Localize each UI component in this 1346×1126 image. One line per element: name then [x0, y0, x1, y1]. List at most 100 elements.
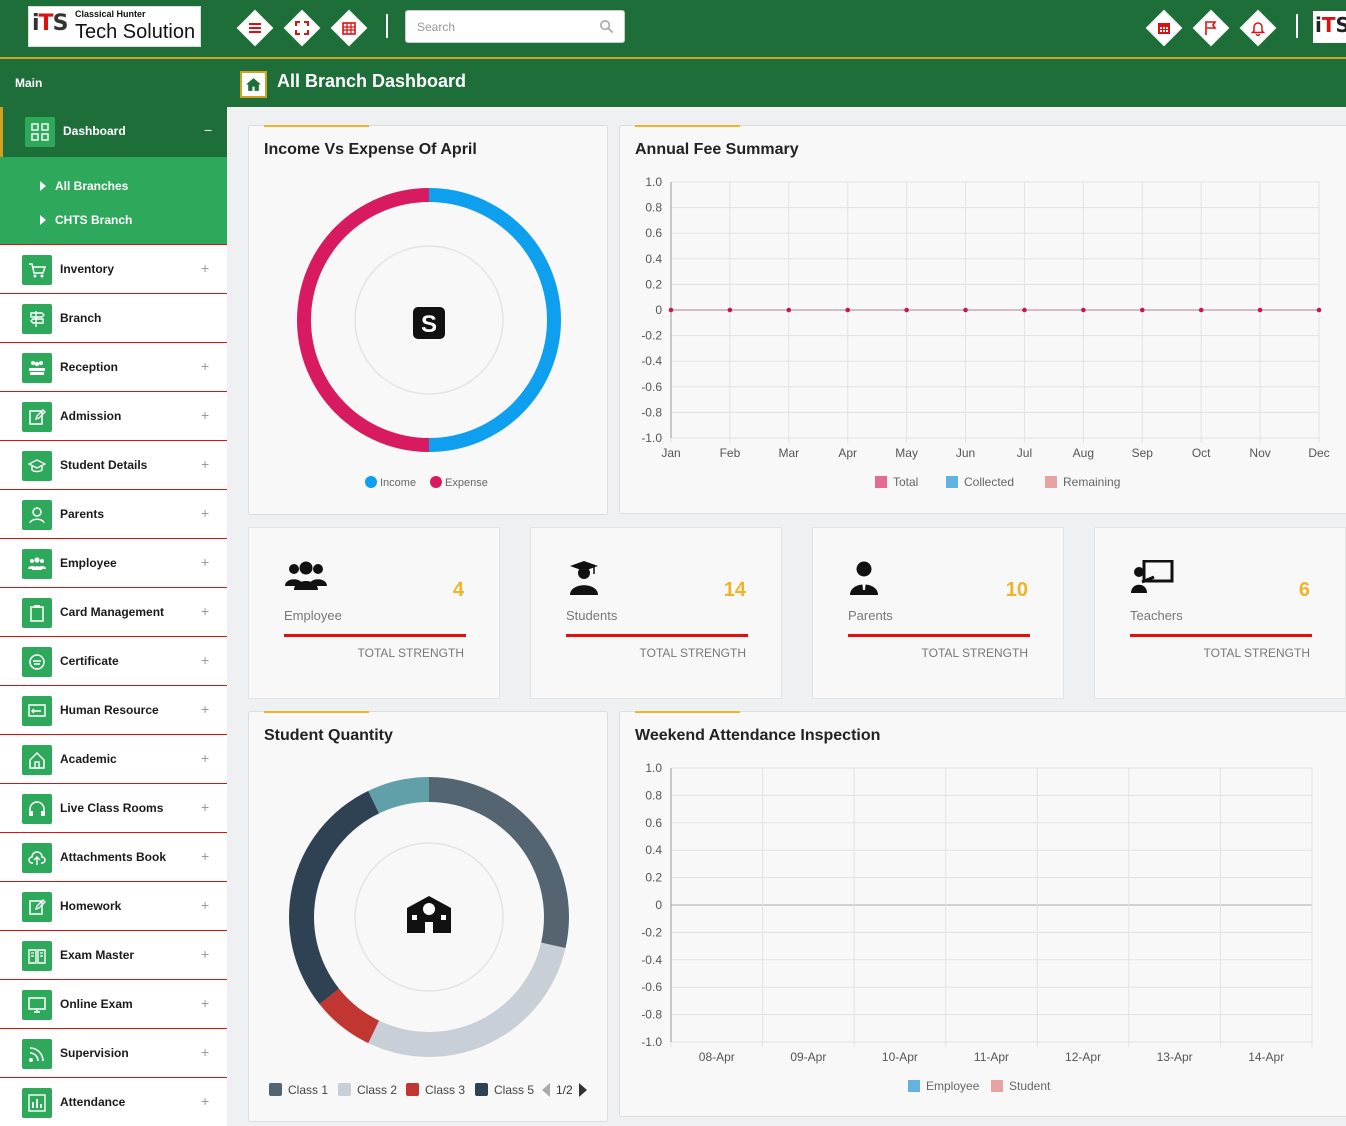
sidebar-item-label: Card Management [60, 605, 165, 619]
sidebar-item-homework[interactable]: Homework + [0, 882, 227, 931]
data-point [1139, 307, 1145, 313]
school-door [425, 922, 433, 933]
edit-icon [22, 402, 52, 432]
sidebar-item-exam-master[interactable]: Exam Master + [0, 931, 227, 980]
sidebar-item-label: Dashboard [63, 124, 126, 138]
stat-name: Parents [848, 608, 893, 623]
card-accent [264, 125, 369, 127]
expand-icon: + [201, 1093, 210, 1109]
flag-icon [1205, 21, 1217, 35]
expand-icon: + [201, 701, 210, 717]
sidebar-item-label: Student Details [60, 458, 148, 472]
sidebar-item-label: Attachments Book [60, 850, 167, 864]
bar-chart-icon [22, 1088, 52, 1118]
expand-icon: + [201, 946, 210, 962]
home-icon [246, 78, 261, 91]
data-point [786, 307, 792, 313]
sidebar-item-label: Homework [60, 899, 122, 913]
search-icon[interactable] [599, 19, 614, 34]
brand-logo[interactable]: iTS Classical Hunter Tech Solution [28, 6, 201, 47]
cloud-upload-icon [22, 843, 52, 873]
sidebar-item-employee[interactable]: Employee + [0, 539, 227, 588]
calendar-button[interactable] [1145, 9, 1183, 47]
y-tick-label: 0.6 [645, 816, 662, 830]
broadcast-icon [22, 1039, 52, 1069]
y-tick-label: 0.6 [645, 226, 662, 240]
sidebar-item-student-details[interactable]: Student Details + [0, 441, 227, 490]
sidebar-item-attachments-book[interactable]: Attachments Book + [0, 833, 227, 882]
y-tick-label: -0.2 [641, 329, 662, 343]
y-tick-label: 0.4 [645, 843, 662, 857]
sidebar-item-label: Exam Master [60, 948, 135, 962]
sidebar-item-inventory[interactable]: Inventory + [0, 245, 227, 294]
sidebar-item-parents[interactable]: Parents + [0, 490, 227, 539]
sidebar-item-label: Live Class Rooms [60, 801, 164, 815]
sidebar-item-label: Parents [60, 507, 105, 521]
legend-label: Employee [926, 1079, 980, 1093]
card-title: Weekend Attendance Inspection [635, 727, 881, 744]
sidebar-item-live-class-rooms[interactable]: Live Class Rooms + [0, 784, 227, 833]
divider [1296, 14, 1298, 38]
sidebar-item-label: Employee [60, 556, 117, 570]
legend-label: Class 3 [425, 1083, 465, 1097]
sidebar-item-admission[interactable]: Admission + [0, 392, 227, 441]
expand-icon: + [201, 995, 210, 1011]
menu-toggle-button[interactable] [236, 9, 274, 47]
stat-caption: TOTAL STRENGTH [921, 646, 1028, 660]
sidebar-item-attendance[interactable]: Attendance + [0, 1078, 227, 1126]
data-point [963, 307, 968, 313]
clipboard-icon [22, 598, 52, 628]
home-button[interactable] [240, 71, 267, 98]
student-graduate-icon [570, 561, 598, 595]
submenu-item-chts-branch[interactable]: CHTS Branch [40, 213, 132, 227]
x-tick-label: Nov [1249, 446, 1270, 460]
sidebar-item-supervision[interactable]: Supervision + [0, 1029, 227, 1078]
x-tick-label: Sep [1132, 446, 1154, 460]
top-navbar: iTS Classical Hunter Tech Solution iTS [0, 0, 1346, 57]
legend-marker [365, 476, 377, 488]
search-input[interactable] [406, 11, 591, 42]
y-tick-label: 1.0 [645, 175, 662, 189]
sidebar-item-branch[interactable]: Branch [0, 294, 227, 343]
x-tick-label: Mar [778, 446, 799, 460]
calendar-grid-button[interactable] [330, 9, 368, 47]
stat-card-employee: 4 Employee TOTAL STRENGTH [248, 527, 500, 699]
legend-marker [430, 476, 442, 488]
stat-caption: TOTAL STRENGTH [357, 646, 464, 660]
legend-prev-arrow [542, 1083, 550, 1097]
expand-icon: + [201, 1044, 210, 1060]
sidebar-item-online-exam[interactable]: Online Exam + [0, 980, 227, 1029]
submenu-item-all-branches[interactable]: All Branches [40, 179, 128, 193]
y-tick-label: -1.0 [641, 1035, 662, 1049]
pie-slice [319, 988, 380, 1044]
submenu-item-label: CHTS Branch [55, 213, 133, 227]
sidebar-item-human-resource[interactable]: Human Resource + [0, 686, 227, 735]
y-tick-label: 0.2 [645, 277, 662, 291]
income-expense-donut-chart: S Income Expense [296, 188, 562, 489]
sidebar-item-certificate[interactable]: Certificate + [0, 637, 227, 686]
notification-button[interactable] [1239, 9, 1277, 47]
legend-page-indicator: 1/2 [556, 1083, 573, 1097]
certificate-icon [22, 647, 52, 677]
y-tick-label: -0.2 [641, 925, 662, 939]
expand-icon: + [201, 848, 210, 864]
sidebar-item-card-management[interactable]: Card Management + [0, 588, 227, 637]
fullscreen-button[interactable] [283, 9, 321, 47]
sidebar-item-dashboard[interactable]: Dashboard − [0, 107, 227, 157]
y-tick-label: -0.4 [641, 953, 662, 967]
stat-card-teachers: 6 Teachers TOTAL STRENGTH [1094, 527, 1346, 699]
legend-label: Class 5 [494, 1083, 534, 1097]
legend-label: Class 1 [288, 1083, 328, 1097]
sidebar-item-reception[interactable]: Reception + [0, 343, 227, 392]
pie-slice [429, 188, 562, 452]
y-tick-label: 0.8 [645, 788, 662, 802]
x-tick-label: Oct [1192, 446, 1211, 460]
x-tick-label: Feb [720, 446, 741, 460]
page-title: All Branch Dashboard [277, 71, 467, 91]
sidebar-item-academic[interactable]: Academic + [0, 735, 227, 784]
flag-button[interactable] [1192, 9, 1230, 47]
stat-card-students: 14 Students TOTAL STRENGTH [530, 527, 782, 699]
user-avatar[interactable]: iTS [1313, 11, 1346, 43]
x-tick-label: 09-Apr [790, 1050, 826, 1064]
